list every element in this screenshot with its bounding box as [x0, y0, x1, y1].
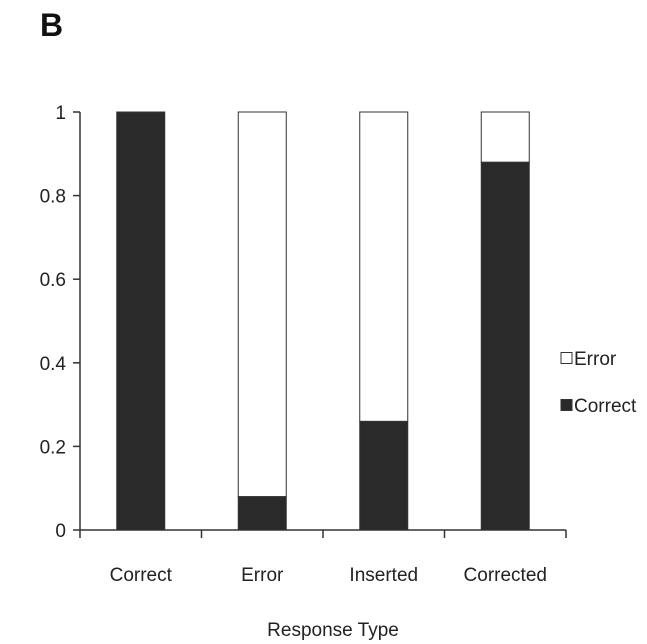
bar-inserted-error-segment: [359, 111, 409, 422]
x-tick-label-inserted: Inserted: [349, 565, 418, 586]
y-tick-label: 1: [55, 103, 66, 124]
y-tick-label: 0.8: [40, 187, 66, 208]
legend-swatch-correct: [560, 399, 573, 411]
bar-error-correct-segment: [237, 496, 287, 531]
y-tick-label: 0.4: [40, 354, 67, 375]
bars: [116, 111, 530, 531]
bar-inserted-correct-segment: [359, 420, 409, 531]
bar-corrected-correct-segment: [480, 161, 530, 531]
y-tick-label: 0.2: [40, 437, 66, 458]
panel-label: B: [40, 7, 63, 43]
bar-correct-correct-segment: [116, 111, 166, 531]
legend: Error Correct: [560, 349, 637, 417]
plot-area: 00.20.40.60.81 Correct Error Inserted Corre…: [40, 103, 567, 586]
y-tick-label: 0.6: [40, 270, 66, 291]
bar-corrected-error-segment: [480, 111, 530, 163]
legend-swatch-error: [560, 352, 573, 364]
x-tick-label-error: Error: [241, 565, 284, 586]
legend-label-correct: Correct: [574, 396, 637, 417]
x-tick-label-corrected: Corrected: [464, 565, 547, 586]
y-axis: 0 0.2 0.4 0.6 0.8 1: [40, 103, 80, 542]
y-tick-label: 0: [55, 521, 66, 542]
x-axis: Correct Error Inserted Corrected: [79, 530, 567, 586]
bar-error-error-segment: [237, 111, 287, 498]
legend-label-error: Error: [574, 349, 617, 370]
x-axis-title: Response Type: [267, 620, 399, 641]
x-tick-label-correct: Correct: [110, 565, 173, 586]
